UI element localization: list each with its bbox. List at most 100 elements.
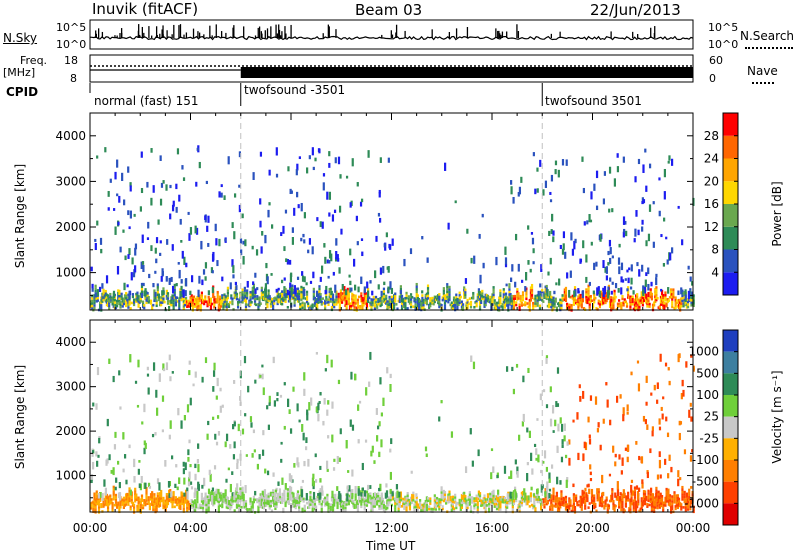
velocity-scatter-cell — [97, 493, 100, 499]
power-scatter-cell — [152, 185, 155, 193]
velocity-echo-cell — [601, 504, 604, 508]
velocity-echo-cell — [370, 509, 373, 512]
velocity-echo-cell — [463, 494, 466, 497]
power-echo-cell — [333, 300, 336, 304]
power-scatter-cell — [532, 261, 535, 265]
velocity-echo-cell — [552, 497, 555, 500]
power-echo-cell — [278, 293, 282, 296]
velocity-echo-cell — [151, 503, 154, 506]
velocity-echo-cell — [571, 507, 574, 510]
power-echo-cell — [334, 298, 337, 302]
power-echo-cell — [140, 282, 144, 286]
velocity-scatter-cell — [385, 490, 389, 498]
velocity-echo-cell — [350, 492, 353, 495]
velocity-echo-cell — [471, 498, 474, 502]
velocity-echo-cell — [198, 505, 201, 509]
power-scatter-cell — [286, 259, 289, 265]
velocity-scatter-cell — [177, 408, 180, 416]
power-echo-cell — [629, 297, 632, 301]
power-echo-cell — [403, 300, 406, 303]
power-scatter-cell — [131, 257, 134, 265]
velocity-echo-cell — [158, 501, 162, 505]
power-scatter-cell — [512, 196, 515, 204]
velocity-echo-cell — [380, 499, 383, 503]
velocity-scatter-cell — [668, 454, 671, 461]
velocity-echo-cell — [419, 501, 422, 505]
velocity-echo-cell — [688, 488, 691, 492]
velocity-echo-cell — [208, 493, 211, 497]
velocity-echo-cell — [684, 508, 687, 512]
power-echo-cell — [351, 297, 354, 301]
power-echo-cell — [108, 297, 111, 300]
velocity-echo-cell — [111, 502, 114, 505]
velocity-echo-cell — [104, 494, 107, 498]
velocity-echo-cell — [683, 490, 686, 494]
velocity-echo-cell — [676, 501, 679, 505]
velocity-echo-cell — [292, 499, 295, 503]
power-echo-cell — [502, 300, 505, 304]
power-scatter-cell — [544, 180, 548, 188]
velocity-echo-cell — [633, 486, 637, 490]
beam-label: Beam 03 — [355, 1, 423, 19]
power-echo-cell — [510, 304, 513, 308]
velocity-echo-cell — [93, 499, 96, 503]
power-echo-cell — [374, 298, 378, 301]
power-echo-cell — [300, 290, 303, 294]
power-echo-cell — [316, 297, 319, 301]
power-scatter-cell — [540, 264, 543, 273]
power-echo-cell — [455, 298, 458, 302]
power-echo-cell — [454, 303, 457, 307]
power-echo-cell — [311, 305, 314, 309]
velocity-echo-cell — [194, 509, 197, 512]
power-echo-cell — [99, 301, 102, 305]
velocity-scatter-cell — [114, 431, 117, 438]
velocity-scatter-cell — [563, 423, 566, 431]
power-scatter-cell — [341, 283, 344, 291]
velocity-echo-cell — [365, 501, 369, 505]
power-echo-cell — [191, 296, 194, 299]
velocity-echo-cell — [152, 503, 155, 507]
power-scatter-cell — [150, 245, 153, 252]
power-echo-cell — [425, 302, 428, 306]
velocity-echo-cell — [303, 504, 306, 508]
velocity-echo-cell — [650, 502, 653, 506]
power-echo-cell — [431, 301, 434, 305]
power-scatter-cell — [196, 147, 199, 151]
velocity-echo-cell — [681, 488, 684, 491]
power-echo-cell — [460, 308, 464, 311]
power-scatter-cell — [169, 213, 172, 220]
power-scatter-cell — [113, 208, 116, 211]
power-echo-cell — [646, 300, 649, 303]
power-echo-cell — [512, 305, 516, 308]
velocity-echo-cell — [272, 501, 275, 505]
velocity-echo-cell — [680, 508, 683, 511]
power-echo-cell — [200, 299, 204, 302]
velocity-echo-cell — [426, 497, 430, 500]
velocity-echo-cell — [399, 498, 402, 502]
power-echo-cell — [209, 307, 213, 311]
velocity-echo-cell — [335, 501, 338, 504]
velocity-echo-cell — [327, 507, 330, 511]
power-echo-cell — [380, 290, 383, 294]
power-scatter-cell — [589, 219, 593, 223]
power-echo-cell — [563, 293, 566, 297]
velocity-echo-cell — [97, 501, 101, 504]
velocity-echo-cell — [153, 498, 156, 501]
velocity-echo-cell — [292, 497, 295, 501]
velocity-echo-cell — [438, 498, 441, 501]
velocity-echo-cell — [433, 501, 436, 505]
velocity-echo-cell — [104, 502, 107, 505]
power-echo-cell — [244, 308, 248, 311]
power-echo-cell — [187, 302, 190, 305]
nave-label: Nave — [747, 64, 778, 78]
power-echo-cell — [172, 294, 175, 298]
velocity-echo-cell — [299, 494, 302, 498]
power-echo-cell — [354, 299, 357, 303]
velocity-scatter-cell — [280, 458, 283, 463]
power-echo-cell — [333, 305, 336, 309]
velocity-scatter-cell — [376, 425, 380, 430]
power-echo-cell — [573, 296, 577, 299]
velocity-echo-cell — [373, 500, 376, 503]
velocity-echo-cell — [673, 496, 676, 499]
velocity-echo-cell — [157, 497, 161, 501]
